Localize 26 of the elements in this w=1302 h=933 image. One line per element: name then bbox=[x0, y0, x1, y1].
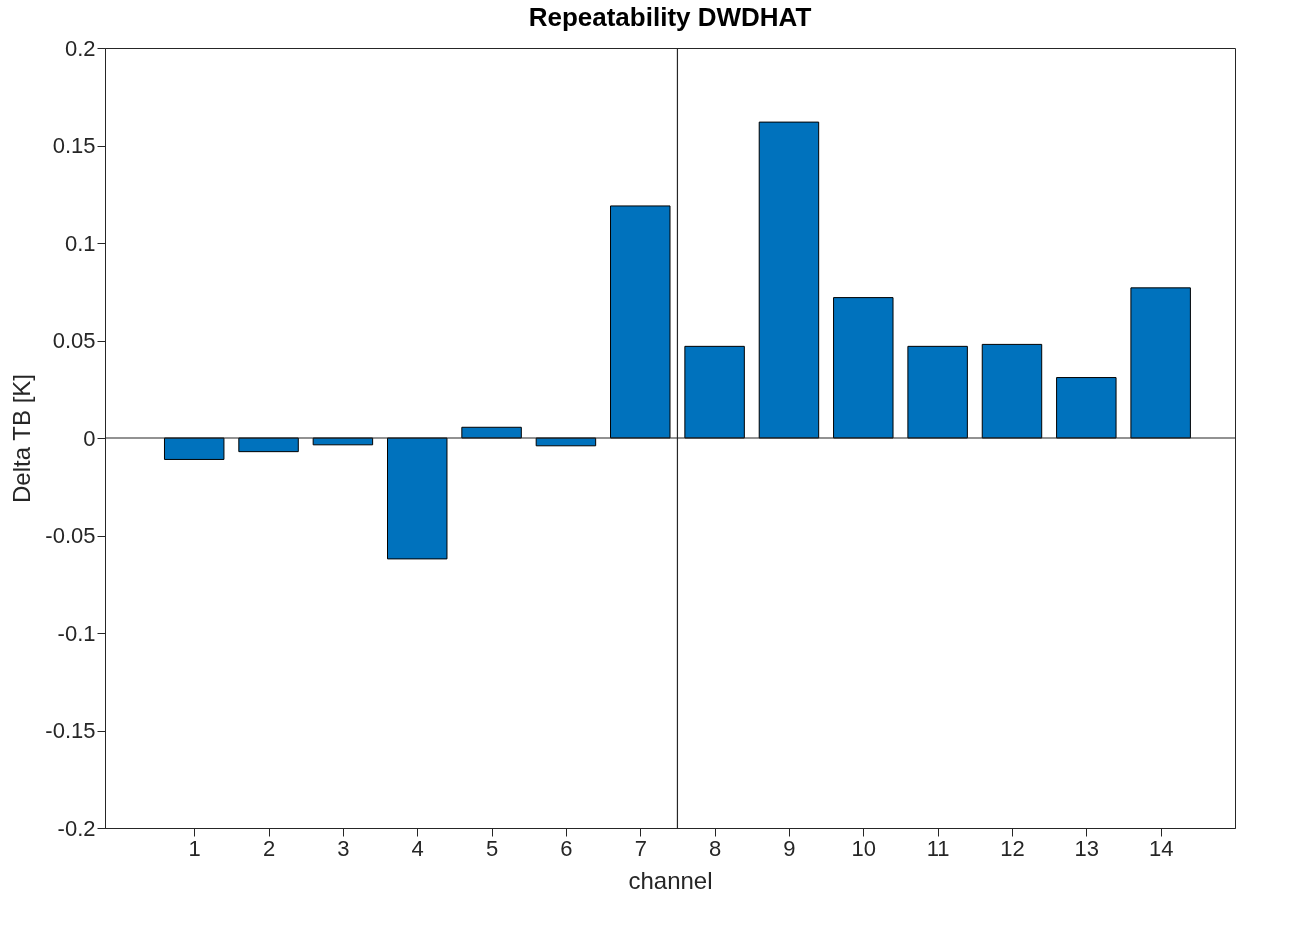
x-tick-label: 9 bbox=[783, 835, 796, 861]
y-tick-label: 0 bbox=[83, 425, 96, 451]
x-tick-label: 3 bbox=[337, 835, 350, 861]
y-tick-label: 0.05 bbox=[52, 328, 96, 353]
x-tick-label: 8 bbox=[708, 835, 722, 861]
x-tick-label: 14 bbox=[1148, 835, 1174, 861]
x-tick-label: 6 bbox=[560, 835, 573, 861]
x-tick-label: 5 bbox=[485, 835, 499, 861]
x-tick-label: 1 bbox=[188, 835, 201, 861]
y-tick-label: -0.1 bbox=[57, 620, 96, 646]
x-tick-label: 7 bbox=[634, 835, 647, 861]
x-tick-label: 13 bbox=[1074, 835, 1100, 861]
y-tick-label: 0.2 bbox=[64, 35, 96, 61]
x-tick-label: 12 bbox=[1000, 835, 1025, 861]
y-tick-label: -0.15 bbox=[45, 718, 96, 743]
chart-title: Repeatability DWDHAT bbox=[528, 2, 812, 32]
x-axis-title: channel bbox=[628, 866, 713, 894]
y-axis-title: Delta TB [K] bbox=[8, 374, 36, 503]
y-tick-label: -0.2 bbox=[57, 815, 96, 841]
y-tick-label: 0.1 bbox=[64, 230, 96, 256]
y-tick-label: 0.15 bbox=[52, 133, 96, 158]
x-tick-label: 10 bbox=[851, 835, 877, 861]
x-tick-label: 2 bbox=[262, 835, 276, 861]
y-tick-label: -0.05 bbox=[45, 523, 96, 548]
x-tick-label: 4 bbox=[411, 835, 424, 861]
x-tick-label: 11 bbox=[926, 835, 950, 861]
